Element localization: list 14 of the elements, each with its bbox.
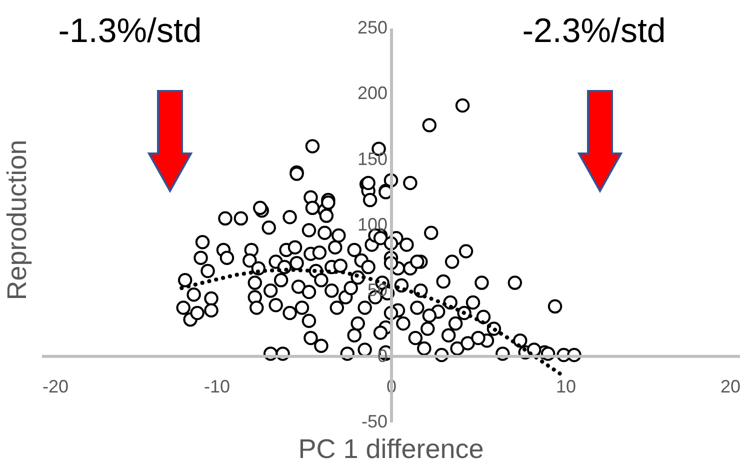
x-tick-label: 10 — [556, 376, 576, 396]
y-tick-label: 250 — [357, 18, 388, 38]
y-tick-label: 100 — [357, 214, 388, 234]
x-tick-label: 20 — [720, 376, 740, 396]
x-tick-label: -20 — [42, 376, 69, 396]
y-tick-label: 0 — [377, 346, 388, 366]
y-tick-label: -50 — [361, 412, 388, 432]
x-axis-title: PC 1 difference — [298, 434, 484, 464]
y-axis-title: Reproduction — [2, 140, 32, 300]
y-tick-label: 200 — [357, 83, 388, 104]
annotation: -2.3%/std — [522, 12, 666, 50]
y-tick-label: 150 — [357, 148, 388, 169]
x-tick-label: -10 — [204, 376, 230, 396]
annotation: -1.3%/std — [58, 12, 202, 50]
